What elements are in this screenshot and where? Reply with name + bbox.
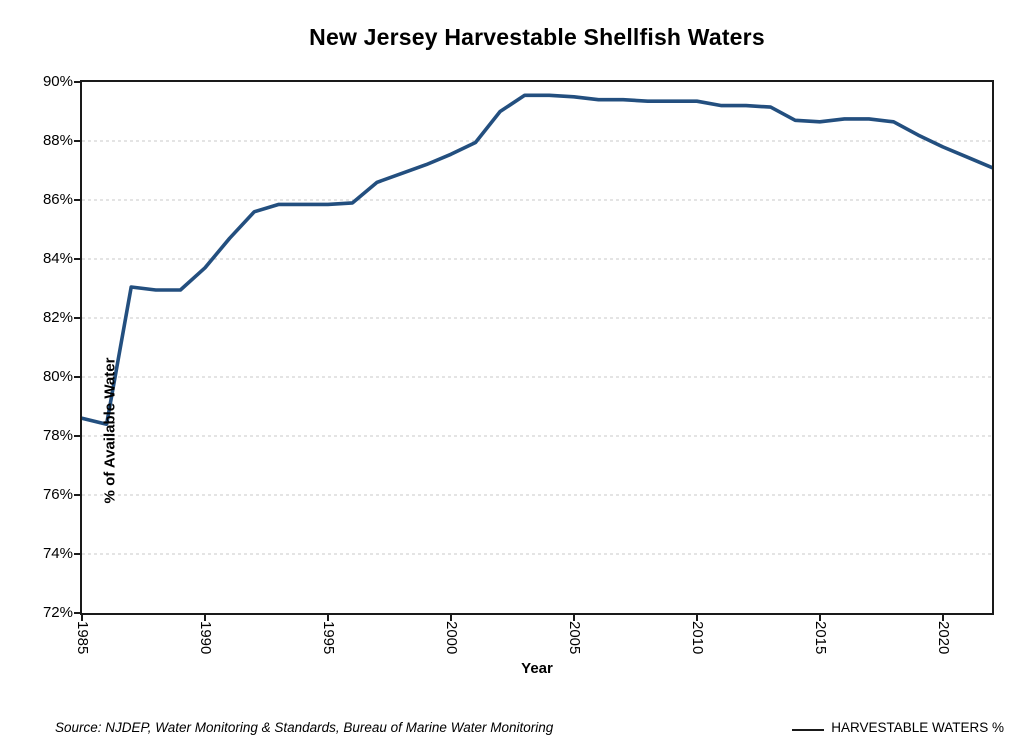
x-axis-title: Year bbox=[521, 660, 553, 677]
y-tick-label: 84% bbox=[42, 250, 73, 267]
x-tick-label: 2010 bbox=[688, 621, 706, 655]
series-line-swatch bbox=[792, 729, 825, 731]
x-tick-label: 1995 bbox=[319, 621, 337, 655]
y-tick-mark bbox=[74, 199, 80, 201]
x-tick-label: 2000 bbox=[442, 621, 460, 655]
y-tick-mark bbox=[74, 612, 80, 614]
legend-label: HARVESTABLE WATERS % bbox=[831, 720, 1004, 735]
x-tick-mark bbox=[941, 615, 944, 621]
chart-title: New Jersey Harvestable Shellfish Waters bbox=[309, 24, 765, 50]
x-tick-label: 1985 bbox=[74, 621, 91, 655]
y-tick-label: 90% bbox=[42, 73, 73, 90]
y-tick-mark bbox=[74, 494, 80, 496]
y-tick-mark bbox=[74, 435, 80, 437]
x-tick-mark bbox=[818, 615, 821, 621]
y-tick-label: 86% bbox=[42, 191, 73, 208]
y-tick-mark bbox=[74, 258, 80, 260]
x-tick-label: 1990 bbox=[196, 621, 214, 655]
y-tick-mark bbox=[74, 553, 80, 555]
x-tick-label: 2015 bbox=[811, 621, 829, 655]
y-tick-label: 72% bbox=[42, 604, 73, 621]
y-tick-label: 76% bbox=[42, 486, 73, 503]
x-tick-mark bbox=[81, 615, 83, 621]
x-tick-mark bbox=[203, 615, 206, 621]
plot-area: % of Available Water bbox=[80, 80, 994, 615]
y-tick-label: 88% bbox=[42, 132, 73, 149]
y-tick-label: 78% bbox=[42, 427, 73, 444]
y-tick-mark bbox=[74, 81, 80, 83]
y-tick-mark bbox=[74, 317, 80, 319]
y-axis-title: % of Available Water bbox=[101, 357, 119, 504]
x-tick-mark bbox=[449, 615, 452, 621]
y-tick-label: 82% bbox=[42, 309, 73, 326]
x-tick-mark bbox=[326, 615, 329, 621]
source-note: Source: NJDEP, Water Monitoring & Standa… bbox=[55, 720, 554, 735]
x-tick-mark bbox=[695, 615, 698, 621]
y-tick-label: 74% bbox=[42, 545, 73, 562]
x-tick-label: 2005 bbox=[565, 621, 583, 655]
line-chart-svg bbox=[82, 93, 992, 555]
x-tick-mark bbox=[572, 615, 575, 621]
x-tick-label: 2020 bbox=[934, 621, 952, 655]
y-tick-mark bbox=[74, 376, 80, 378]
y-tick-mark bbox=[74, 140, 80, 142]
y-tick-label: 80% bbox=[42, 368, 73, 385]
legend: HARVESTABLE WATERS % bbox=[792, 720, 1004, 735]
series-line bbox=[82, 93, 992, 427]
